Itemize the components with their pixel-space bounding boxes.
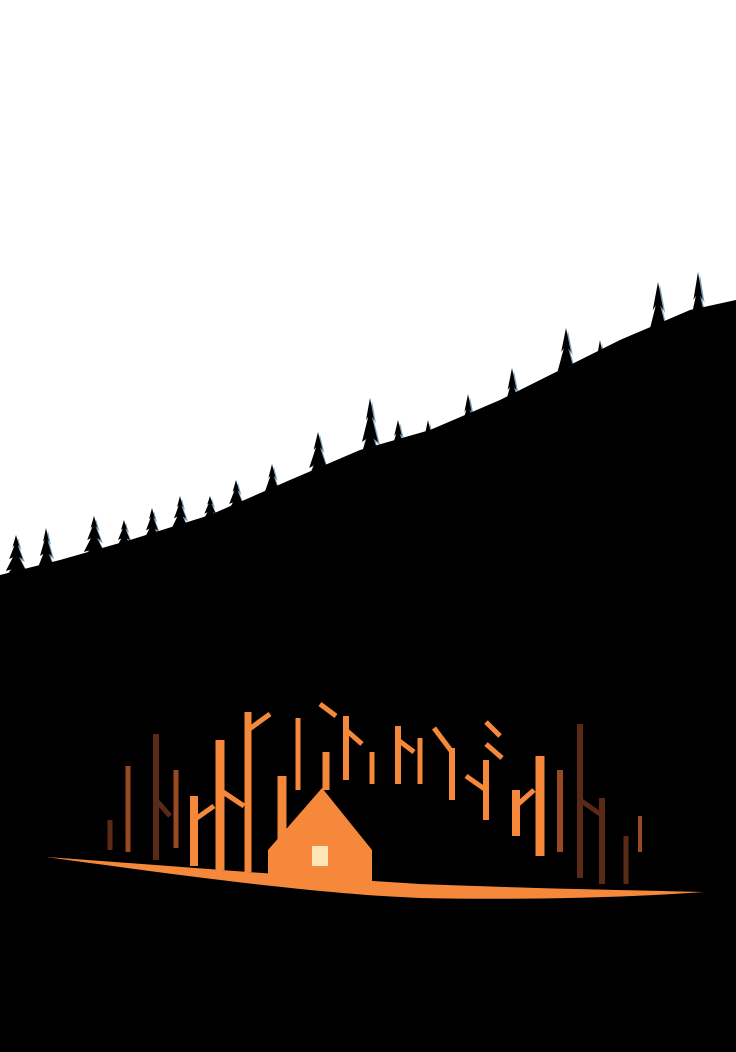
tree-branch [432,726,454,754]
pine-tree [413,420,443,530]
tree-branch [218,787,246,809]
tree-trunk [599,798,605,884]
pine-tree [675,272,721,452]
tree-trunk [215,740,225,870]
pine-treeline [0,272,736,1052]
pine-tree [710,310,736,470]
tree-trunk [417,738,423,784]
pine-tree [31,528,61,638]
pine-tree [109,520,139,610]
tree-trunk [449,748,455,800]
tree-trunk [190,796,198,866]
pine-tree [165,496,195,592]
pine-tree [490,368,534,518]
glowing-ground [46,857,704,899]
tree-branch [192,803,216,823]
pine-tree [77,516,111,616]
tree-trunk [125,766,131,852]
tree-trunk [107,820,113,850]
tree-branch [246,711,272,733]
tree-trunk [369,752,375,784]
tree-branch [396,738,416,754]
tree-trunk [512,790,520,836]
pine-tree [542,328,590,488]
cabin-window [312,846,328,866]
tree-branch [484,742,504,760]
tree-trunk [277,776,287,840]
cabin-body [268,788,372,886]
tree-trunk [638,816,642,852]
tree-trunk [557,770,563,852]
tree-trunk [173,770,179,848]
tree-branch [484,720,502,738]
pine-tree [219,480,253,580]
tree-branch [514,788,536,808]
pine-tree [254,464,290,574]
cabin [268,788,372,886]
tree-branch [464,773,488,793]
tree-trunk [295,718,301,790]
pine-tree [632,282,684,462]
pine-tree [0,535,33,635]
tree-trunk [153,734,159,860]
pine-tree [196,496,224,580]
pine-tree [450,394,486,524]
tree-trunk [322,752,330,790]
tree-trunk [343,716,349,780]
pine-tree [379,420,417,540]
tree-branch [318,702,338,718]
tree-branch [154,798,172,818]
pine-tree [580,340,620,490]
tree-trunk [395,726,401,784]
tree-trunk [244,712,252,872]
tree-trunk [623,836,629,884]
tree-branch [344,728,364,746]
tree-branch [578,797,602,817]
tree-trunks [107,702,642,884]
pine-tree [296,432,340,562]
tree-trunk [535,756,545,856]
pine-tree [137,508,167,604]
